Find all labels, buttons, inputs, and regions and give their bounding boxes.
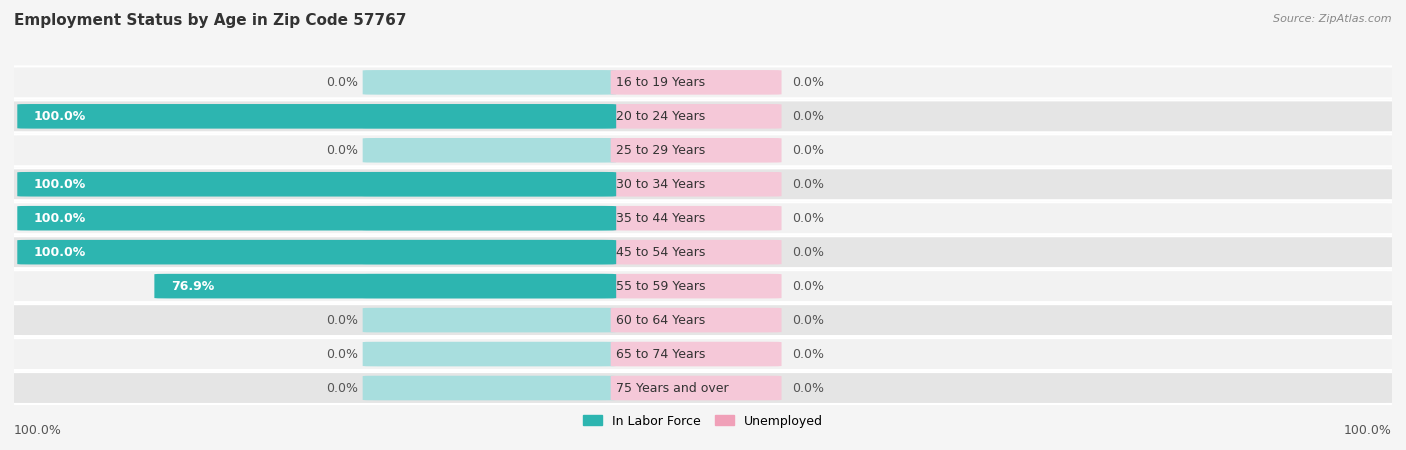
Text: Employment Status by Age in Zip Code 57767: Employment Status by Age in Zip Code 577…	[14, 14, 406, 28]
FancyBboxPatch shape	[610, 70, 782, 94]
Text: 100.0%: 100.0%	[34, 246, 86, 259]
Text: 45 to 54 Years: 45 to 54 Years	[616, 246, 706, 259]
Text: 0.0%: 0.0%	[793, 178, 824, 191]
Text: 76.9%: 76.9%	[172, 279, 214, 292]
FancyBboxPatch shape	[3, 202, 1403, 234]
Text: 20 to 24 Years: 20 to 24 Years	[616, 110, 706, 123]
FancyBboxPatch shape	[610, 206, 782, 230]
FancyBboxPatch shape	[363, 308, 616, 333]
Text: 0.0%: 0.0%	[326, 382, 359, 395]
FancyBboxPatch shape	[363, 138, 616, 162]
FancyBboxPatch shape	[610, 376, 782, 400]
Text: 75 Years and over: 75 Years and over	[616, 382, 728, 395]
FancyBboxPatch shape	[363, 342, 616, 366]
Text: 0.0%: 0.0%	[793, 144, 824, 157]
Text: 100.0%: 100.0%	[34, 178, 86, 191]
Text: 0.0%: 0.0%	[326, 347, 359, 360]
FancyBboxPatch shape	[3, 168, 1403, 200]
FancyBboxPatch shape	[3, 270, 1403, 302]
FancyBboxPatch shape	[363, 172, 616, 197]
FancyBboxPatch shape	[610, 342, 782, 366]
FancyBboxPatch shape	[363, 240, 616, 265]
FancyBboxPatch shape	[17, 240, 616, 265]
FancyBboxPatch shape	[610, 172, 782, 197]
Text: 0.0%: 0.0%	[793, 76, 824, 89]
Text: 0.0%: 0.0%	[793, 314, 824, 327]
FancyBboxPatch shape	[610, 240, 782, 265]
Text: 65 to 74 Years: 65 to 74 Years	[616, 347, 706, 360]
FancyBboxPatch shape	[3, 304, 1403, 336]
Text: 0.0%: 0.0%	[326, 144, 359, 157]
FancyBboxPatch shape	[363, 206, 616, 230]
FancyBboxPatch shape	[363, 104, 616, 129]
FancyBboxPatch shape	[3, 236, 1403, 268]
Text: 100.0%: 100.0%	[14, 423, 62, 436]
Text: 0.0%: 0.0%	[793, 110, 824, 123]
Text: 0.0%: 0.0%	[793, 382, 824, 395]
Text: 0.0%: 0.0%	[793, 279, 824, 292]
FancyBboxPatch shape	[363, 274, 616, 298]
FancyBboxPatch shape	[3, 372, 1403, 404]
Text: 0.0%: 0.0%	[326, 76, 359, 89]
FancyBboxPatch shape	[17, 172, 616, 197]
Text: 100.0%: 100.0%	[1344, 423, 1392, 436]
Text: 16 to 19 Years: 16 to 19 Years	[616, 76, 706, 89]
Text: 30 to 34 Years: 30 to 34 Years	[616, 178, 706, 191]
FancyBboxPatch shape	[17, 104, 616, 129]
Text: 0.0%: 0.0%	[793, 246, 824, 259]
Text: 60 to 64 Years: 60 to 64 Years	[616, 314, 706, 327]
FancyBboxPatch shape	[610, 104, 782, 129]
Text: 100.0%: 100.0%	[34, 212, 86, 225]
FancyBboxPatch shape	[610, 274, 782, 298]
FancyBboxPatch shape	[363, 376, 616, 400]
Legend: In Labor Force, Unemployed: In Labor Force, Unemployed	[583, 414, 823, 428]
FancyBboxPatch shape	[155, 274, 616, 298]
Text: 0.0%: 0.0%	[793, 347, 824, 360]
Text: 0.0%: 0.0%	[326, 314, 359, 327]
FancyBboxPatch shape	[610, 138, 782, 162]
FancyBboxPatch shape	[3, 134, 1403, 166]
FancyBboxPatch shape	[3, 67, 1403, 98]
Text: 35 to 44 Years: 35 to 44 Years	[616, 212, 706, 225]
Text: Source: ZipAtlas.com: Source: ZipAtlas.com	[1274, 14, 1392, 23]
Text: 25 to 29 Years: 25 to 29 Years	[616, 144, 706, 157]
FancyBboxPatch shape	[363, 70, 616, 94]
FancyBboxPatch shape	[17, 206, 616, 230]
Text: 0.0%: 0.0%	[793, 212, 824, 225]
Text: 100.0%: 100.0%	[34, 110, 86, 123]
FancyBboxPatch shape	[3, 338, 1403, 370]
Text: 55 to 59 Years: 55 to 59 Years	[616, 279, 706, 292]
FancyBboxPatch shape	[3, 100, 1403, 132]
FancyBboxPatch shape	[610, 308, 782, 333]
